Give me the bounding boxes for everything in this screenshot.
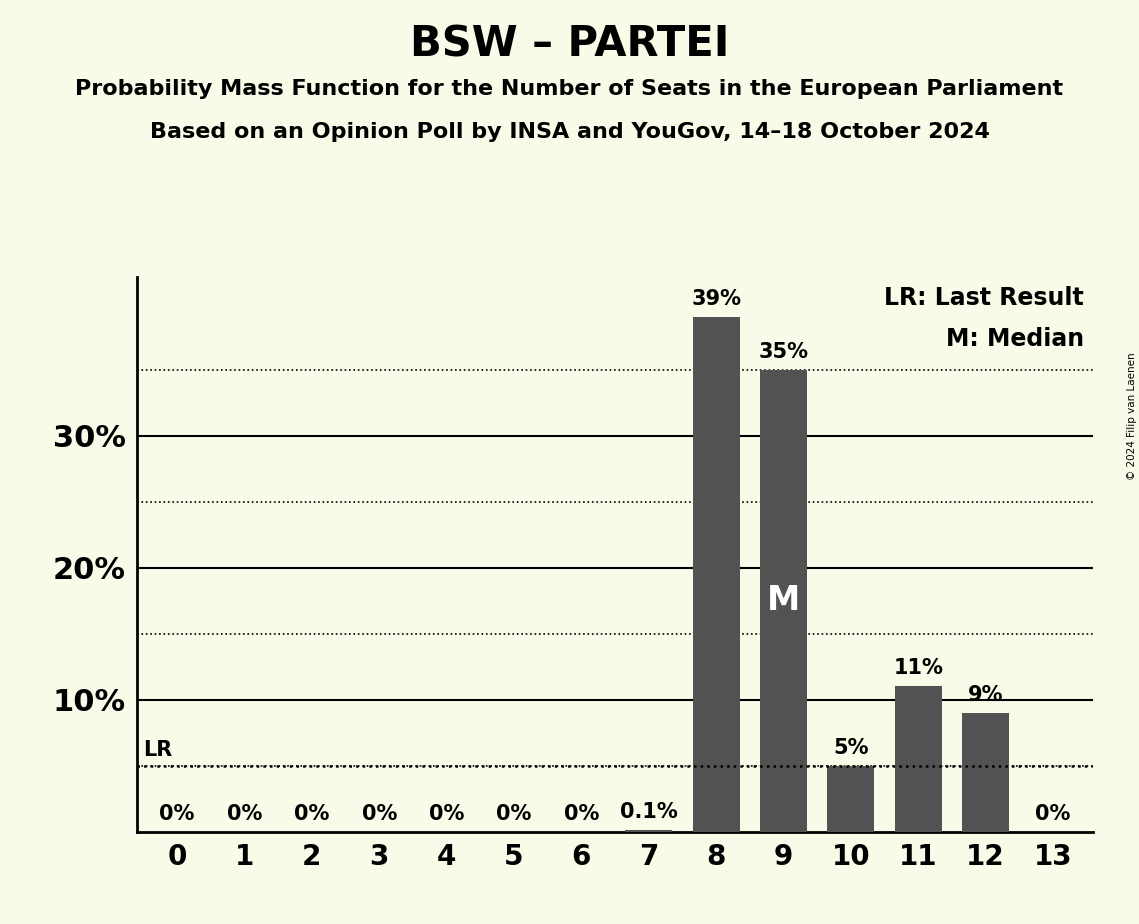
Text: BSW – PARTEI: BSW – PARTEI (410, 23, 729, 65)
Text: 0.1%: 0.1% (620, 802, 678, 822)
Text: 0%: 0% (1035, 804, 1071, 823)
Text: 39%: 39% (691, 289, 741, 309)
Bar (894, 687, 942, 832)
Text: © 2024 Filip van Laenen: © 2024 Filip van Laenen (1126, 352, 1137, 480)
Text: 0%: 0% (429, 804, 465, 823)
Text: LR: Last Result: LR: Last Result (884, 286, 1084, 310)
Text: 9%: 9% (968, 685, 1003, 705)
Text: 0%: 0% (294, 804, 329, 823)
Text: 35%: 35% (759, 342, 809, 361)
Text: M: M (767, 584, 800, 617)
Text: 0%: 0% (227, 804, 262, 823)
Text: M: Median: M: Median (945, 327, 1084, 351)
Bar (760, 370, 808, 832)
Bar (625, 831, 672, 832)
Text: 0%: 0% (361, 804, 396, 823)
Text: LR: LR (144, 740, 173, 760)
Text: 0%: 0% (159, 804, 195, 823)
Bar (693, 317, 739, 832)
Text: 0%: 0% (564, 804, 599, 823)
Bar (962, 712, 1009, 832)
Bar (827, 766, 875, 832)
Text: Based on an Opinion Poll by INSA and YouGov, 14–18 October 2024: Based on an Opinion Poll by INSA and You… (149, 122, 990, 142)
Text: Probability Mass Function for the Number of Seats in the European Parliament: Probability Mass Function for the Number… (75, 79, 1064, 99)
Text: 5%: 5% (833, 737, 869, 758)
Text: 0%: 0% (497, 804, 532, 823)
Text: 11%: 11% (893, 659, 943, 678)
